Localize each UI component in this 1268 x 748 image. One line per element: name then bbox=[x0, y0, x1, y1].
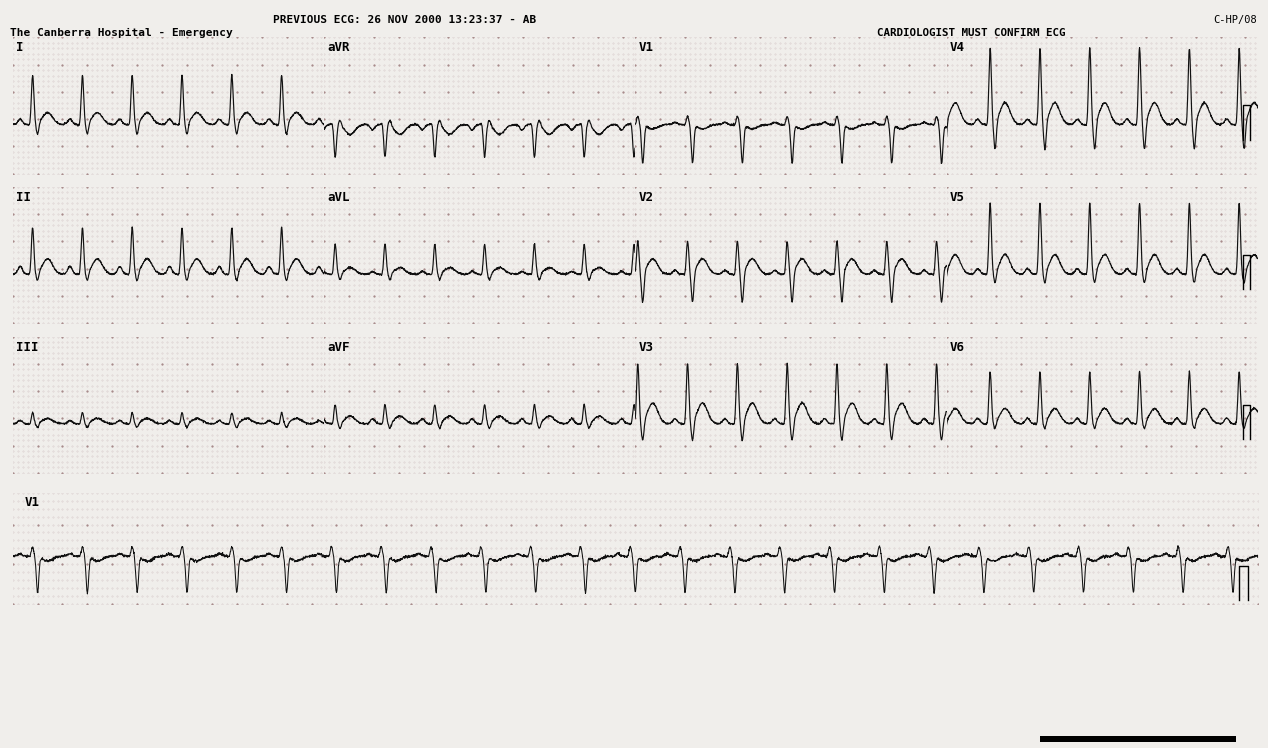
Text: V6: V6 bbox=[950, 340, 965, 354]
Text: II: II bbox=[15, 191, 30, 204]
Text: PREVIOUS ECG: 26 NOV 2000 13:23:37 - AB: PREVIOUS ECG: 26 NOV 2000 13:23:37 - AB bbox=[273, 15, 536, 25]
Text: The Canberra Hospital - Emergency: The Canberra Hospital - Emergency bbox=[10, 28, 233, 37]
Text: aVF: aVF bbox=[327, 340, 350, 354]
Text: III: III bbox=[15, 340, 38, 354]
Text: aVR: aVR bbox=[327, 41, 350, 55]
Text: CARDIOLOGIST MUST CONFIRM ECG: CARDIOLOGIST MUST CONFIRM ECG bbox=[877, 28, 1066, 37]
Text: V5: V5 bbox=[950, 191, 965, 204]
Text: C-HP/08: C-HP/08 bbox=[1212, 15, 1257, 25]
Text: V1: V1 bbox=[25, 496, 41, 509]
Text: V3: V3 bbox=[638, 340, 653, 354]
Text: V4: V4 bbox=[950, 41, 965, 55]
Text: V2: V2 bbox=[638, 191, 653, 204]
Text: I: I bbox=[15, 41, 23, 55]
Text: aVL: aVL bbox=[327, 191, 350, 204]
Text: V1: V1 bbox=[638, 41, 653, 55]
